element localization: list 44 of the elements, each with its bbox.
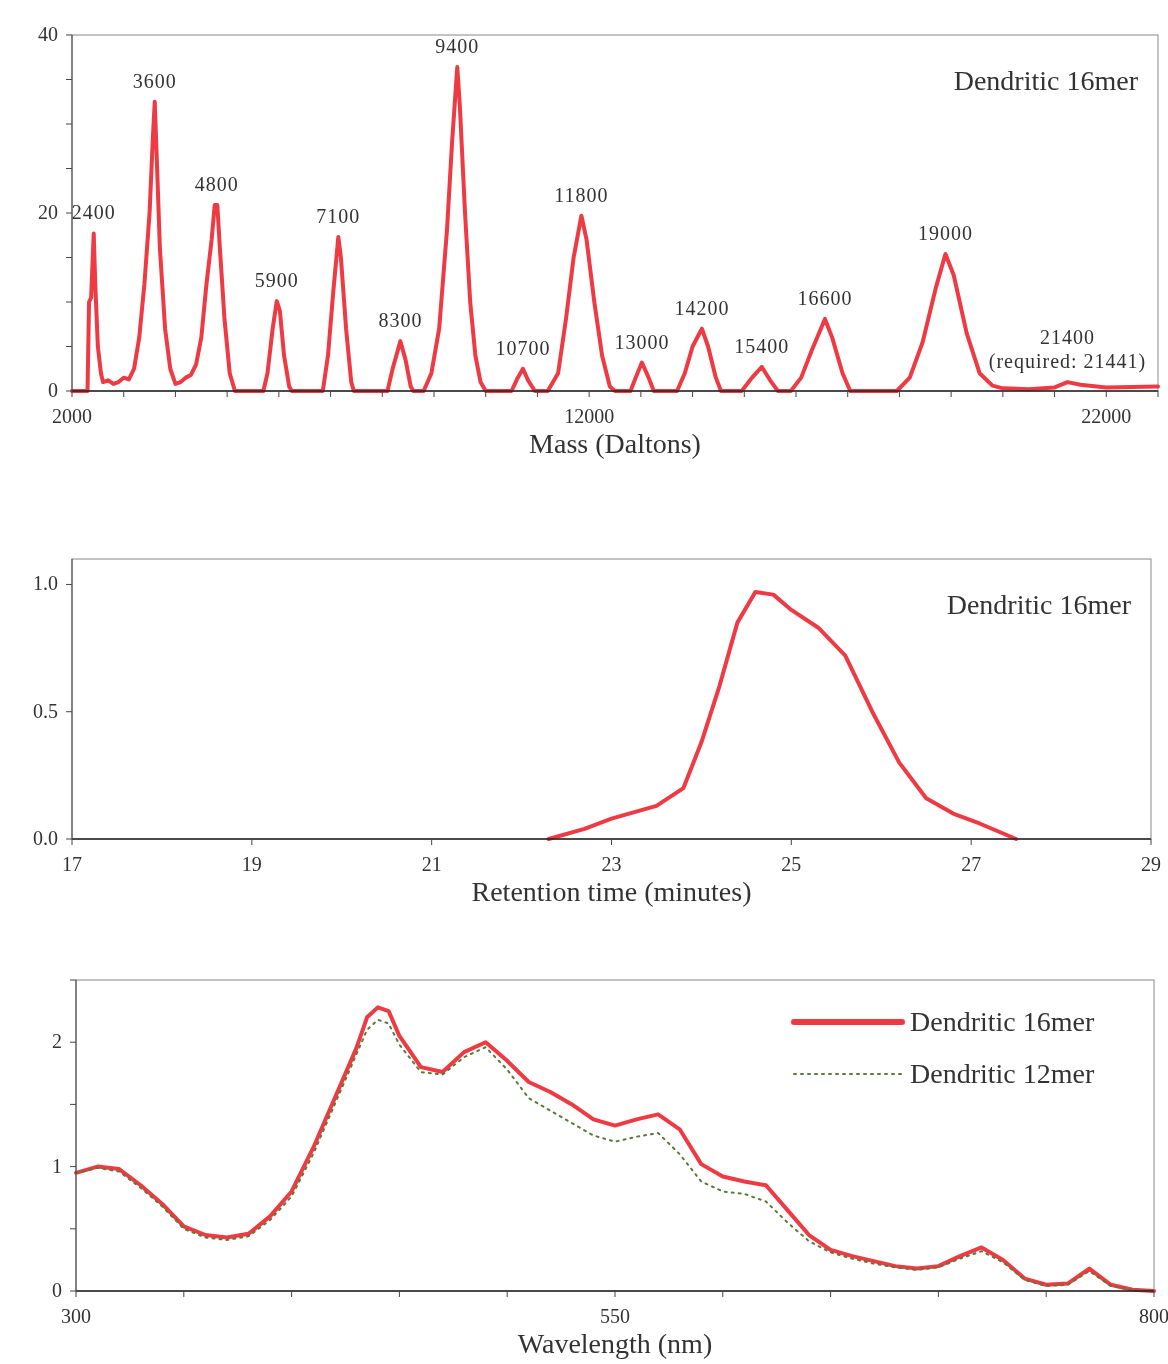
annotation: 9400 [435,35,480,58]
x-tick-label: 2000 [52,405,92,427]
x-tick-label: 17 [62,853,82,875]
annotation: 15400 [734,334,790,357]
x-tick-label: 300 [61,1305,91,1327]
x-tick-label: 23 [601,853,622,875]
y-tick-label: 1.0 [33,572,58,595]
x-tick-label: 19 [241,853,262,875]
annotation: 19000 [917,221,973,244]
y-tick-label: 0 [52,1279,62,1301]
annotation: 16600 [797,286,853,309]
legend-label: Dendritic 12mer [910,1058,1095,1089]
annotation: 5900 [254,269,299,292]
x-axis-title: Retention time (minutes) [471,876,752,907]
x-tick-label: 29 [1141,853,1161,875]
annotation: 14200 [674,296,730,319]
x-axis-title: Mass (Daltons) [529,428,701,459]
x-tick-label: 27 [961,853,982,875]
x-tick-label: 25 [781,853,802,875]
line-series [70,65,1160,393]
annotation: Dendritic 16mer [946,589,1132,620]
annotation: 13000 [614,330,670,353]
legend-label: Dendritic 16mer [910,1006,1095,1037]
y-tick-label: 40 [38,23,58,45]
x-tick-label: 12000 [564,405,615,427]
y-tick-label: 0.0 [33,827,58,849]
x-tick-label: 22000 [1081,405,1132,427]
x-tick-label: 800 [1139,1305,1168,1327]
annotation: 21400 (required: 21441) [988,326,1147,374]
y-tick-label: 2 [52,1030,62,1053]
y-tick-label: 1 [52,1154,62,1177]
annotation: 10700 [495,336,551,359]
x-tick-label: 21 [421,853,442,875]
annotation: 4800 [194,172,239,195]
annotation: 7100 [316,205,361,228]
y-tick-label: 0.5 [33,699,58,722]
y-tick-label: 0 [48,379,58,401]
annotation: Dendritic 16mer [953,65,1139,96]
y-tick-label: 20 [38,201,58,223]
annotation: 8300 [378,309,423,332]
x-axis-title: Wavelength (nm) [517,1328,713,1359]
annotation: 3600 [132,69,177,92]
x-tick-label: 550 [600,1305,630,1327]
annotation: 11800 [554,183,609,206]
